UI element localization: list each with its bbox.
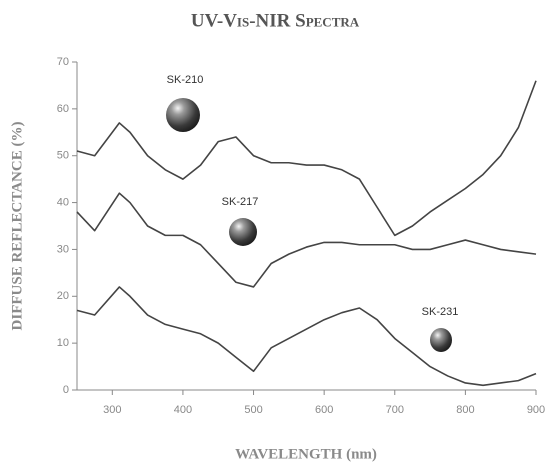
y-tick-label: 0 <box>63 384 69 396</box>
x-tick-label: 900 <box>527 404 545 416</box>
y-tick-label: 40 <box>57 196 69 208</box>
x-axis-title: WAVELENGTH (nm) <box>235 446 377 462</box>
pearl-icon <box>229 218 257 246</box>
y-tick-label: 70 <box>57 56 69 68</box>
y-tick-label: 20 <box>57 290 69 302</box>
y-tick-label: 50 <box>57 150 69 162</box>
x-tick-label: 500 <box>244 404 262 416</box>
series-line <box>76 192 537 288</box>
x-tick-label: 600 <box>315 404 333 416</box>
y-axis-title: DIFFUSE REFLECTANCE (%) <box>9 122 25 331</box>
x-tick-label: 400 <box>174 404 192 416</box>
y-tick-label: 30 <box>57 243 69 255</box>
y-tick-label: 60 <box>57 103 69 115</box>
x-tick-label: 800 <box>456 404 474 416</box>
series-label: SK-231 <box>422 306 459 318</box>
x-tick-label: 700 <box>386 404 404 416</box>
pearl-icon <box>166 98 200 132</box>
y-tick-label: 10 <box>57 337 69 349</box>
series-line <box>76 80 537 237</box>
x-tick-label: 300 <box>103 404 121 416</box>
series-line <box>76 286 537 387</box>
series-label: SK-217 <box>222 196 259 208</box>
series-label: SK-210 <box>167 74 204 86</box>
chart-title: UV-Vis-NIR Spectra <box>191 10 360 31</box>
pearl-icon <box>430 328 452 352</box>
